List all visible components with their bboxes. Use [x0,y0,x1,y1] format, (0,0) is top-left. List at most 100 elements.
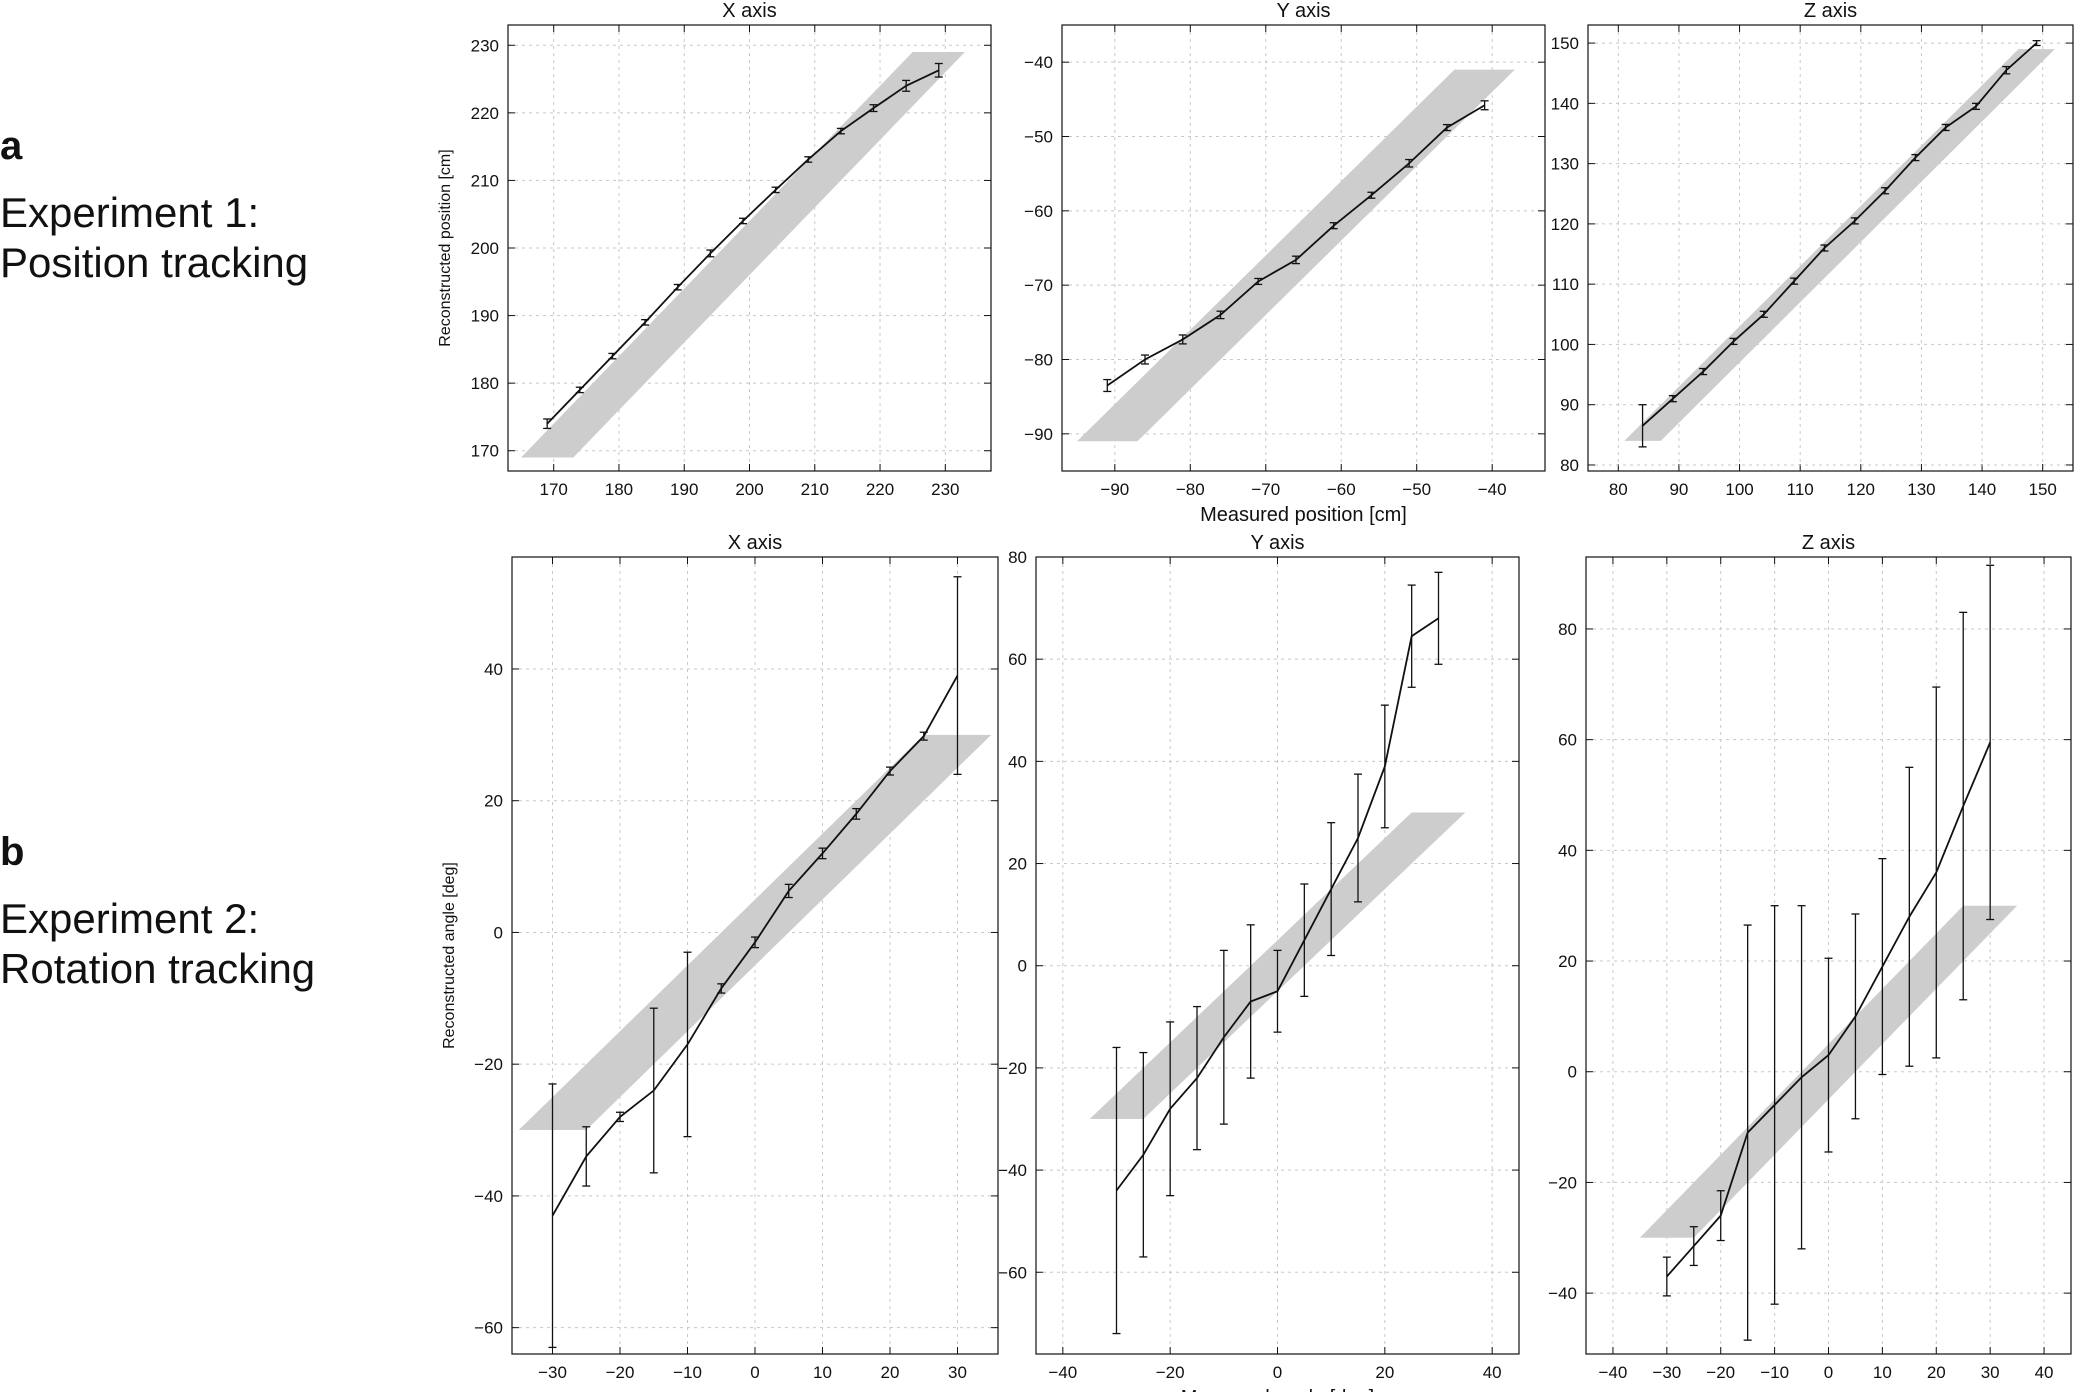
y-tick-label: −40 [1548,1284,1577,1303]
x-tick-label: 120 [1847,480,1875,499]
x-tick-label: 180 [605,480,633,499]
x-tick-label: 40 [1483,1363,1502,1382]
chart-5: −40 −20 0 20 40 −60 −40 −20 0 20 40 60 80 Y axis Measu… [998,532,1520,1392]
y-tick-label: −70 [1024,276,1053,295]
experiment-2-subtitle: Rotation tracking [0,945,316,992]
experiment-1-subtitle: Position tracking [0,239,309,286]
x-tick-label: −50 [1402,480,1431,499]
x-tick-label: 0 [750,1363,759,1382]
x-tick-label: 30 [1981,1363,2000,1382]
ideal-band [1624,49,2055,441]
y-tick-label: 170 [471,442,499,461]
x-tick-label: −90 [1100,480,1129,499]
y-tick-label: 0 [1568,1063,1577,1082]
y-tick-label: 230 [471,36,499,55]
x-axis-label: Measured position [cm] [1200,504,1407,526]
x-tick-label: −30 [538,1363,567,1382]
y-tick-label: −90 [1024,425,1053,444]
x-tick-label: −30 [1652,1363,1681,1382]
x-tick-label: 220 [866,480,894,499]
x-tick-label: 230 [931,480,959,499]
plot-frame [1035,556,1520,1355]
y-axis-label: Reconstructed position [cm] [437,149,454,346]
x-tick-label: 90 [1669,480,1688,499]
y-tick-label: −20 [474,1055,503,1074]
experiment-1-title: Experiment 1: [0,189,260,236]
panel-letter-b: b [0,830,25,874]
x-tick-label: −40 [1478,480,1507,499]
y-tick-label: 100 [1551,335,1579,354]
x-tick-label: 20 [881,1363,900,1382]
y-axis-label: Reconstructed angle [deg] [441,862,458,1049]
y-tick-label: −20 [998,1059,1027,1078]
x-tick-label: 20 [1927,1363,1946,1382]
chart-6: −40 −30 −20 −10 0 10 20 30 40 −40 −20 0 20 40 60 80 Z ax… [1548,532,2072,1382]
x-tick-label: 10 [813,1363,832,1382]
y-tick-label: 40 [1558,841,1577,860]
ideal-band [1077,69,1515,442]
x-tick-label: 210 [801,480,829,499]
y-tick-label: 140 [1551,94,1579,113]
chart-title: X axis [722,0,776,22]
y-tick-label: −60 [998,1263,1027,1282]
y-tick-label: 150 [1551,34,1579,53]
x-tick-label: 110 [1787,480,1814,499]
x-tick-label: 80 [1609,480,1628,499]
series-line [1641,42,2038,427]
x-tick-label: 10 [1873,1363,1892,1382]
x-tick-label: −20 [606,1363,635,1382]
y-tick-label: 20 [1558,952,1577,971]
y-tick-label: 20 [484,792,503,811]
x-tick-label: −60 [1327,480,1356,499]
y-tick-label: −40 [998,1161,1027,1180]
x-tick-label: −40 [1599,1363,1628,1382]
x-tick-label: −80 [1176,480,1205,499]
y-tick-label: 220 [471,104,499,123]
y-tick-label: 60 [1558,731,1577,750]
x-tick-label: 40 [2035,1363,2054,1382]
x-tick-label: 20 [1375,1363,1394,1382]
row-b-label: b Experiment 2: Rotation tracking [0,832,315,994]
y-tick-label: −60 [1024,202,1053,221]
x-tick-label: −70 [1251,480,1280,499]
x-tick-label: 0 [1273,1363,1282,1382]
x-tick-label: 0 [1824,1363,1833,1382]
x-tick-label: 190 [670,480,698,499]
x-tick-label: −10 [1760,1363,1789,1382]
x-tick-label: 170 [540,480,568,499]
y-tick-label: −40 [1024,53,1053,72]
x-tick-label: −10 [673,1363,702,1382]
chart-2: −90 −80 −70 −60 −50 −40 −90 −80 −70 −60 −50 −40 Y ax… [1024,0,1546,526]
chart-title: Y axis [1250,532,1304,554]
ideal-band [518,734,992,1131]
y-tick-label: 190 [471,307,499,326]
x-tick-label: 140 [1968,480,1996,499]
chart-3: 80 90 100 110 120 130 140 150 80 90 100 110 120 130 14… [1551,0,2074,499]
plot-frame [1587,24,2074,472]
y-tick-label: −20 [1548,1173,1577,1192]
y-tick-label: −50 [1024,128,1053,147]
plot-frame [1585,556,2072,1355]
x-tick-label: −20 [1706,1363,1735,1382]
y-tick-label: 20 [1008,855,1027,874]
x-axis-label: Measured angle [deg] [1181,1387,1374,1392]
y-tick-label: 80 [1558,620,1577,639]
y-tick-label: 80 [1008,548,1027,567]
y-tick-label: 0 [494,923,503,942]
y-tick-label: 200 [471,239,499,258]
y-tick-label: 120 [1551,215,1579,234]
experiment-2-title: Experiment 2: [0,895,260,942]
x-tick-label: 200 [735,480,763,499]
y-tick-label: 60 [1008,650,1027,669]
y-tick-label: −40 [474,1187,503,1206]
plot-frame [507,24,992,472]
chart-title: Z axis [1802,532,1855,554]
chart-title: X axis [728,532,782,554]
y-tick-label: 210 [471,171,499,190]
plot-frame [1061,24,1546,472]
y-tick-label: 40 [484,660,503,679]
ideal-band [521,52,965,458]
y-tick-label: 0 [1018,957,1027,976]
y-tick-label: −80 [1024,351,1053,370]
